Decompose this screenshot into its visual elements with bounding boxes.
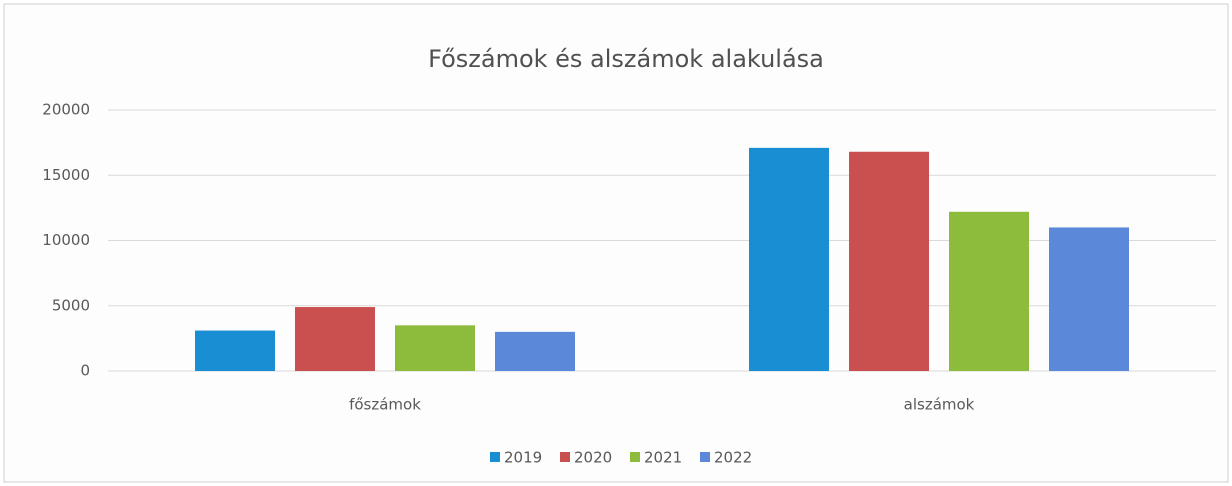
legend-swatch	[560, 452, 570, 462]
bar	[1049, 227, 1129, 371]
legend-swatch	[490, 452, 500, 462]
x-tick-label: főszámok	[349, 396, 421, 414]
bar	[195, 330, 275, 371]
y-tick-label: 15000	[42, 166, 90, 184]
legend-label: 2022	[714, 449, 752, 467]
bar	[495, 331, 575, 371]
y-tick-label: 10000	[42, 231, 90, 249]
chart-title: Főszámok és alszámok alakulása	[428, 45, 824, 73]
legend-label: 2020	[574, 449, 612, 467]
bar	[949, 211, 1029, 371]
bar	[749, 147, 829, 371]
legend-swatch	[700, 452, 710, 462]
legend-swatch	[630, 452, 640, 462]
chart-frame	[3, 3, 1229, 483]
y-tick-label: 0	[80, 362, 90, 380]
legend-label: 2021	[644, 449, 682, 467]
bar	[295, 307, 375, 371]
bar	[395, 325, 475, 371]
y-tick-label: 20000	[42, 101, 90, 119]
y-tick-label: 5000	[52, 296, 90, 314]
legend-label: 2019	[504, 449, 542, 467]
bar	[849, 151, 929, 371]
x-tick-label: alszámok	[904, 396, 975, 414]
